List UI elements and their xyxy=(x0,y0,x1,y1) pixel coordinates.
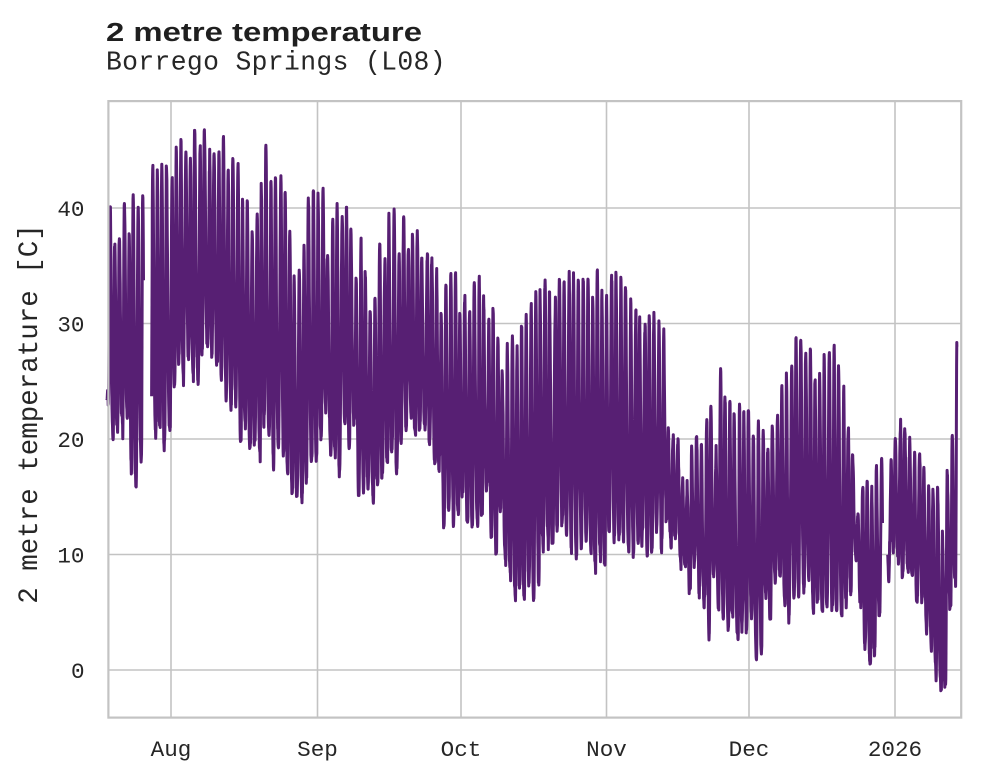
svg-text:Oct: Oct xyxy=(441,737,482,763)
svg-text:20: 20 xyxy=(57,428,84,454)
svg-text:Dec: Dec xyxy=(729,737,770,763)
svg-text:Sep: Sep xyxy=(297,737,338,763)
svg-text:2 metre temperature [C]: 2 metre temperature [C] xyxy=(15,224,46,604)
svg-text:0: 0 xyxy=(71,659,85,685)
svg-text:Aug: Aug xyxy=(151,737,192,763)
svg-text:30: 30 xyxy=(57,313,84,339)
svg-text:Borrego Springs (L08): Borrego Springs (L08) xyxy=(106,48,446,78)
svg-text:10: 10 xyxy=(57,544,84,570)
svg-text:40: 40 xyxy=(57,197,84,223)
svg-text:2 metre temperature: 2 metre temperature xyxy=(106,19,422,47)
svg-text:Nov: Nov xyxy=(586,737,627,763)
svg-text:2026: 2026 xyxy=(868,737,922,763)
